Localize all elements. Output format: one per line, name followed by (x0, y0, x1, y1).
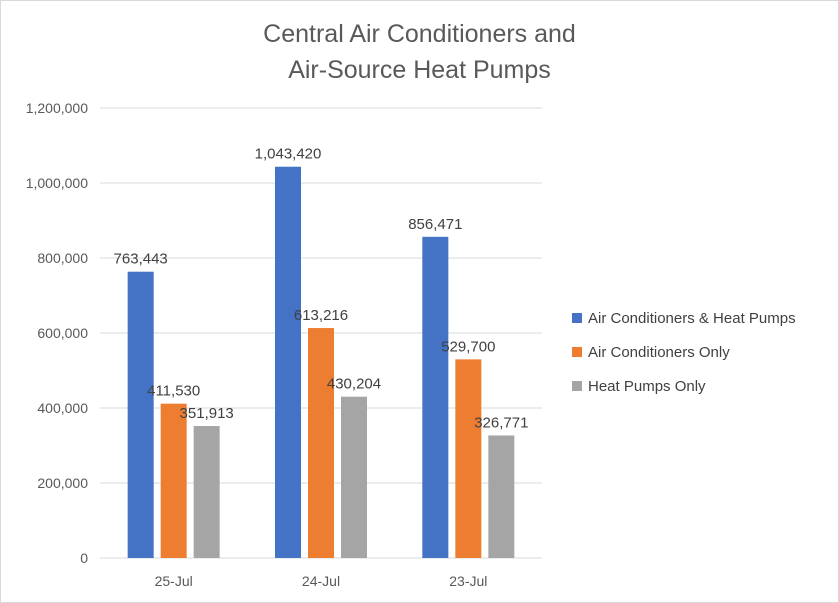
legend-swatch (572, 381, 582, 391)
data-label: 529,700 (441, 338, 495, 355)
x-axis-tick-labels: 25-Jul 24-Jul 23-Jul (155, 573, 488, 589)
y-tick-label: 1,200,000 (26, 100, 88, 116)
bar (160, 403, 187, 558)
legend-label: Air Conditioners & Heat Pumps (588, 309, 796, 327)
y-tick-label: 0 (80, 550, 88, 566)
bar (422, 236, 449, 559)
legend-item: Air Conditioners Only (572, 335, 796, 369)
legend-item: Air Conditioners & Heat Pumps (572, 301, 796, 335)
data-label: 411,530 (147, 383, 200, 400)
x-tick-label: 24-Jul (302, 573, 340, 589)
bar (275, 166, 301, 558)
bar (127, 271, 154, 558)
data-label: 1,043,420 (255, 146, 322, 163)
bar (308, 328, 334, 558)
bar (193, 426, 220, 558)
chart-title: Central Air Conditioners and Air-Source … (0, 16, 839, 88)
y-tick-label: 400,000 (37, 400, 88, 416)
data-label: 856,471 (408, 216, 462, 233)
legend-label: Air Conditioners Only (588, 343, 730, 361)
x-tick-label: 25-Jul (155, 573, 193, 589)
data-label: 351,913 (180, 405, 234, 422)
data-label: 430,204 (327, 376, 381, 393)
legend: Air Conditioners & Heat Pumps Air Condit… (572, 301, 796, 403)
data-label: 326,771 (474, 414, 528, 431)
y-tick-label: 600,000 (37, 325, 88, 341)
legend-label: Heat Pumps Only (588, 377, 706, 395)
bar (488, 435, 515, 558)
legend-swatch (572, 347, 582, 357)
chart-title-line-1: Central Air Conditioners and (263, 20, 576, 48)
bar (455, 359, 482, 558)
legend-item: Heat Pumps Only (572, 369, 796, 403)
bars (127, 166, 515, 559)
legend-swatch (572, 313, 582, 323)
y-tick-label: 800,000 (37, 250, 88, 266)
data-label: 613,216 (294, 307, 348, 324)
y-axis-tick-labels: 0 200,000 400,000 600,000 800,000 1,000,000 1,… (26, 100, 89, 566)
x-tick-label: 23-Jul (449, 573, 487, 589)
y-tick-label: 200,000 (37, 475, 88, 491)
data-labels: 763,443 411,530 351,913 1,043,420 613,216 430… (114, 146, 529, 432)
data-label: 763,443 (114, 251, 168, 268)
chart-title-line-2: Air-Source Heat Pumps (288, 56, 551, 84)
bar (341, 396, 367, 558)
y-tick-label: 1,000,000 (26, 175, 88, 191)
